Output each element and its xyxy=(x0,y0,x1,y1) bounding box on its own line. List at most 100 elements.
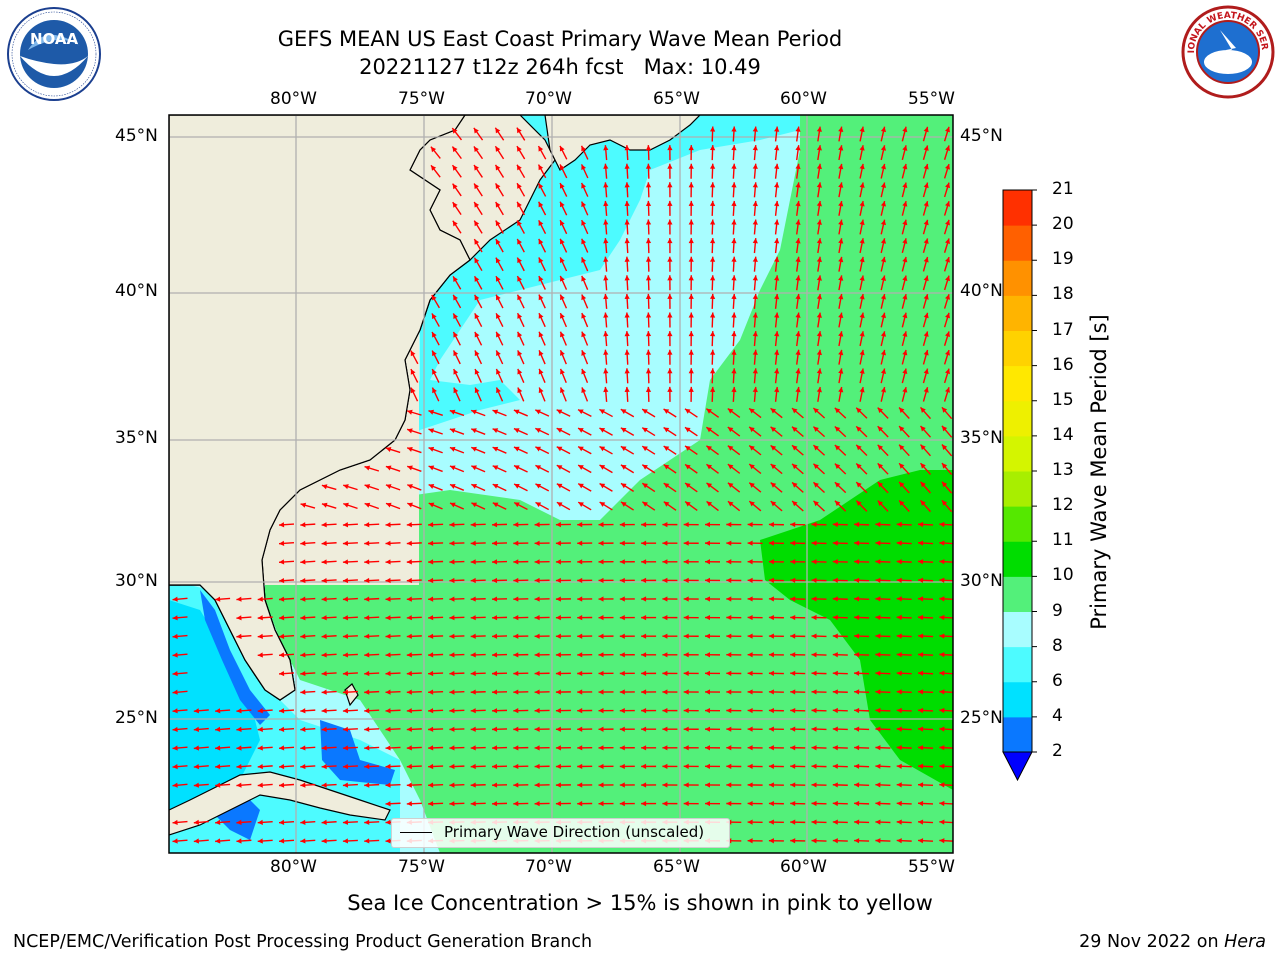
wave-arrow-head xyxy=(342,559,349,565)
wave-arrow-head xyxy=(449,446,456,452)
wave-arrow-head xyxy=(342,615,349,621)
colorbar-tick-label: 20 xyxy=(1052,214,1074,235)
lon-label-top: 80°W xyxy=(270,89,317,109)
wave-arrow-head xyxy=(792,482,798,488)
wave-arrow-head xyxy=(453,294,458,301)
wave-arrow-head xyxy=(492,745,498,751)
wave-arrow-head xyxy=(685,501,691,507)
wave-arrow-head xyxy=(832,540,838,546)
wave-arrow-head xyxy=(555,633,561,639)
wave-arrow-head xyxy=(727,464,734,470)
wave-arrow-head xyxy=(688,275,694,281)
wave-arrow-head xyxy=(838,219,844,226)
wave-arrow-head xyxy=(517,164,522,171)
wave-arrow-head xyxy=(834,426,841,432)
wave-arrow-head xyxy=(749,482,755,488)
wave-arrow-head xyxy=(534,522,540,528)
wave-arrow-head xyxy=(875,577,881,583)
wave-arrow-head xyxy=(645,275,652,281)
wave-arrow-head xyxy=(342,522,349,528)
wave-arrow-head xyxy=(731,368,737,374)
wave-arrow-head xyxy=(923,163,929,170)
wave-arrow-head xyxy=(492,615,498,621)
wave-arrow-head xyxy=(453,276,458,282)
wave-arrow-head xyxy=(727,501,734,507)
wave-arrow-head xyxy=(747,652,753,658)
wave-arrow-head xyxy=(407,446,413,452)
wave-arrow-head xyxy=(492,483,499,489)
wave-arrow-head xyxy=(364,596,370,602)
wave-arrow-head xyxy=(880,126,886,133)
wave-arrow-head xyxy=(555,596,561,602)
wave-arrow-head xyxy=(619,745,625,751)
wave-arrow-head xyxy=(535,502,542,508)
wave-arrow-head xyxy=(832,819,838,825)
wave-arrow-head xyxy=(641,652,647,658)
wave-arrow-head xyxy=(517,183,522,189)
wave-arrow-head xyxy=(896,596,902,602)
wave-arrow-head xyxy=(811,800,817,807)
wave-arrow-head xyxy=(513,745,519,751)
wave-arrow-head xyxy=(768,596,774,602)
wave-arrow-head xyxy=(774,238,780,244)
wave-arrow-head xyxy=(795,368,801,374)
wave-arrow-head xyxy=(920,425,926,432)
wave-arrow-head xyxy=(513,577,519,584)
wave-arrow-head xyxy=(709,238,716,244)
wave-arrow-head xyxy=(410,387,416,394)
wave-arrow-head xyxy=(300,763,306,770)
wave-arrow-head xyxy=(538,387,544,394)
wave-arrow-head xyxy=(603,275,609,281)
wave-arrow-head xyxy=(875,745,881,751)
wave-arrow-head xyxy=(939,838,945,844)
wave-arrow-head xyxy=(768,838,774,844)
wave-arrow-head xyxy=(811,614,817,621)
wave-arrow-head xyxy=(364,763,370,770)
wave-arrow-head xyxy=(492,633,498,639)
wave-arrow-head xyxy=(731,219,737,225)
wave-arrow-head xyxy=(257,633,263,639)
wave-arrow-head xyxy=(856,463,862,469)
wave-arrow-head xyxy=(856,426,862,432)
wave-arrow-head xyxy=(838,145,844,151)
wave-arrow-head xyxy=(236,782,242,788)
wave-arrow-head xyxy=(683,540,689,546)
wave-arrow-head xyxy=(385,633,391,639)
wave-arrow-head xyxy=(875,614,881,621)
wave-arrow-head xyxy=(406,726,412,732)
wave-arrow-head xyxy=(342,577,349,584)
wave-arrow-head xyxy=(705,614,711,621)
wave-arrow-head xyxy=(406,559,412,565)
wave-arrow-head xyxy=(663,446,670,451)
wave-arrow-head xyxy=(495,257,501,264)
wave-arrow-head xyxy=(875,689,881,695)
wave-arrow-head xyxy=(581,387,587,394)
wave-arrow-head xyxy=(667,293,673,299)
wave-arrow-head xyxy=(172,782,178,788)
wave-arrow-head xyxy=(538,183,544,189)
wave-arrow-head xyxy=(747,763,753,769)
wave-arrow-head xyxy=(257,708,263,714)
wave-arrow-head xyxy=(452,220,458,227)
wave-arrow-head xyxy=(899,407,905,413)
wave-arrow-head xyxy=(859,145,865,151)
wave-arrow-head xyxy=(624,200,630,207)
wave-arrow-head xyxy=(731,200,737,207)
wave-arrow-head xyxy=(945,126,951,133)
wave-arrow-head xyxy=(685,445,691,451)
wave-arrow-head xyxy=(342,745,349,751)
wave-arrow-head xyxy=(578,502,584,507)
wave-arrow-head xyxy=(449,708,455,714)
wave-arrow-head xyxy=(875,838,881,844)
wave-arrow-head xyxy=(428,782,434,788)
wave-arrow-head xyxy=(752,200,758,207)
wave-arrow-head xyxy=(939,745,945,751)
wave-arrow-head xyxy=(641,596,647,602)
wave-arrow-head xyxy=(193,764,200,770)
wave-arrow-head xyxy=(705,559,711,565)
wave-arrow-head xyxy=(688,293,694,299)
wave-arrow-head xyxy=(813,445,819,451)
wave-arrow-head xyxy=(939,763,945,769)
wave-arrow-head xyxy=(279,819,285,825)
